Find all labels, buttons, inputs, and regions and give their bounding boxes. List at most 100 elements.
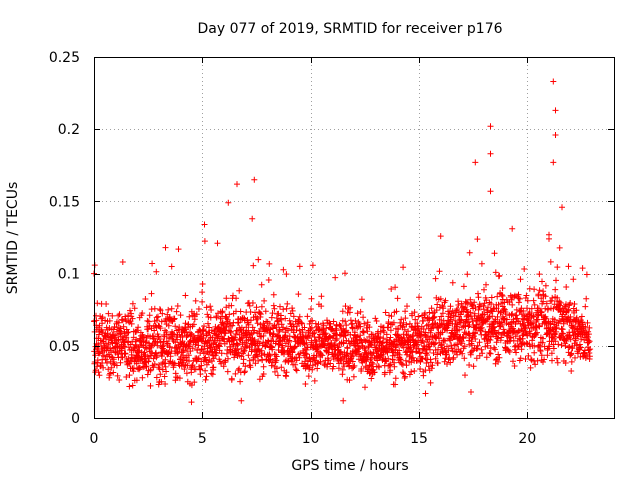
chart-title: Day 077 of 2019, SRMTID for receiver p17…: [197, 21, 502, 37]
data-point: [302, 358, 308, 365]
data-point: [96, 350, 102, 357]
data-point: [238, 397, 245, 404]
data-point: [144, 371, 151, 378]
data-point: [354, 340, 361, 347]
data-point: [332, 274, 339, 281]
data-point: [105, 310, 112, 317]
data-point: [255, 256, 262, 263]
x-tick-label: 5: [198, 431, 207, 447]
data-point: [147, 382, 154, 389]
data-points: [91, 78, 594, 406]
data-point: [554, 264, 561, 271]
data-point: [165, 306, 172, 313]
data-point: [445, 347, 452, 354]
data-point: [260, 363, 267, 370]
data-point: [530, 313, 537, 319]
data-point: [560, 330, 567, 337]
data-point: [161, 373, 168, 380]
data-point: [343, 350, 350, 357]
data-point: [583, 271, 590, 278]
data-point: [487, 150, 494, 157]
data-point: [308, 339, 315, 346]
data-point: [562, 360, 569, 366]
data-point: [362, 384, 368, 391]
data-point: [541, 356, 548, 363]
data-point: [389, 356, 396, 363]
data-point: [282, 315, 289, 322]
data-point: [454, 341, 461, 348]
data-point: [199, 289, 206, 296]
data-point: [110, 369, 117, 376]
data-point: [423, 360, 430, 366]
data-point: [393, 308, 400, 315]
data-point: [202, 354, 209, 361]
y-axis-label: SRMTID / TECUs: [5, 182, 21, 295]
data-point: [250, 262, 257, 269]
data-point: [181, 366, 188, 373]
data-point: [537, 348, 544, 355]
data-point: [358, 366, 365, 372]
data-point: [342, 318, 349, 325]
data-point: [290, 323, 297, 330]
data-point: [229, 322, 236, 329]
data-point: [336, 321, 343, 328]
data-point: [431, 313, 438, 320]
data-point: [344, 345, 351, 352]
data-point: [205, 320, 211, 327]
data-point: [427, 329, 434, 336]
data-point: [323, 325, 330, 332]
data-point: [145, 358, 152, 365]
data-point: [521, 316, 528, 323]
data-point: [197, 371, 204, 378]
data-point: [128, 320, 135, 327]
data-point: [204, 311, 211, 318]
data-point: [521, 266, 528, 272]
data-point: [146, 312, 153, 319]
data-point: [106, 317, 113, 324]
data-point: [103, 301, 110, 307]
data-point: [507, 335, 514, 341]
data-point: [424, 314, 431, 321]
x-axis-label: GPS time / hours: [291, 458, 408, 474]
data-point: [481, 300, 488, 307]
data-point: [156, 366, 163, 372]
data-point: [168, 263, 175, 270]
data-point: [557, 299, 564, 306]
data-point: [235, 349, 242, 356]
data-point: [148, 290, 155, 297]
data-point: [104, 360, 110, 366]
data-point: [469, 342, 475, 349]
data-point: [119, 354, 126, 361]
data-point: [137, 365, 143, 371]
data-point: [357, 323, 364, 330]
y-tick-label: 0: [71, 411, 80, 427]
data-point: [110, 326, 117, 333]
data-point: [127, 307, 133, 314]
data-point: [190, 321, 197, 328]
data-point: [586, 338, 593, 345]
data-point: [350, 352, 357, 359]
data-point: [155, 313, 161, 320]
data-point: [215, 333, 222, 340]
data-point: [442, 348, 449, 355]
data-point: [123, 334, 130, 341]
data-point: [426, 316, 433, 323]
data-point: [304, 333, 311, 340]
data-point: [447, 303, 454, 310]
data-point: [242, 363, 249, 370]
data-point: [565, 307, 572, 314]
data-point: [503, 316, 510, 323]
data-point: [350, 364, 357, 371]
data-point: [573, 307, 580, 314]
data-point: [460, 335, 467, 342]
data-point: [216, 337, 223, 344]
data-point: [324, 361, 331, 368]
data-point: [539, 278, 545, 285]
data-point: [550, 78, 557, 85]
data-point: [159, 366, 166, 373]
data-point: [232, 370, 239, 377]
data-point: [526, 309, 533, 316]
data-point: [467, 296, 474, 303]
data-point: [513, 312, 520, 319]
data-point: [180, 347, 187, 354]
